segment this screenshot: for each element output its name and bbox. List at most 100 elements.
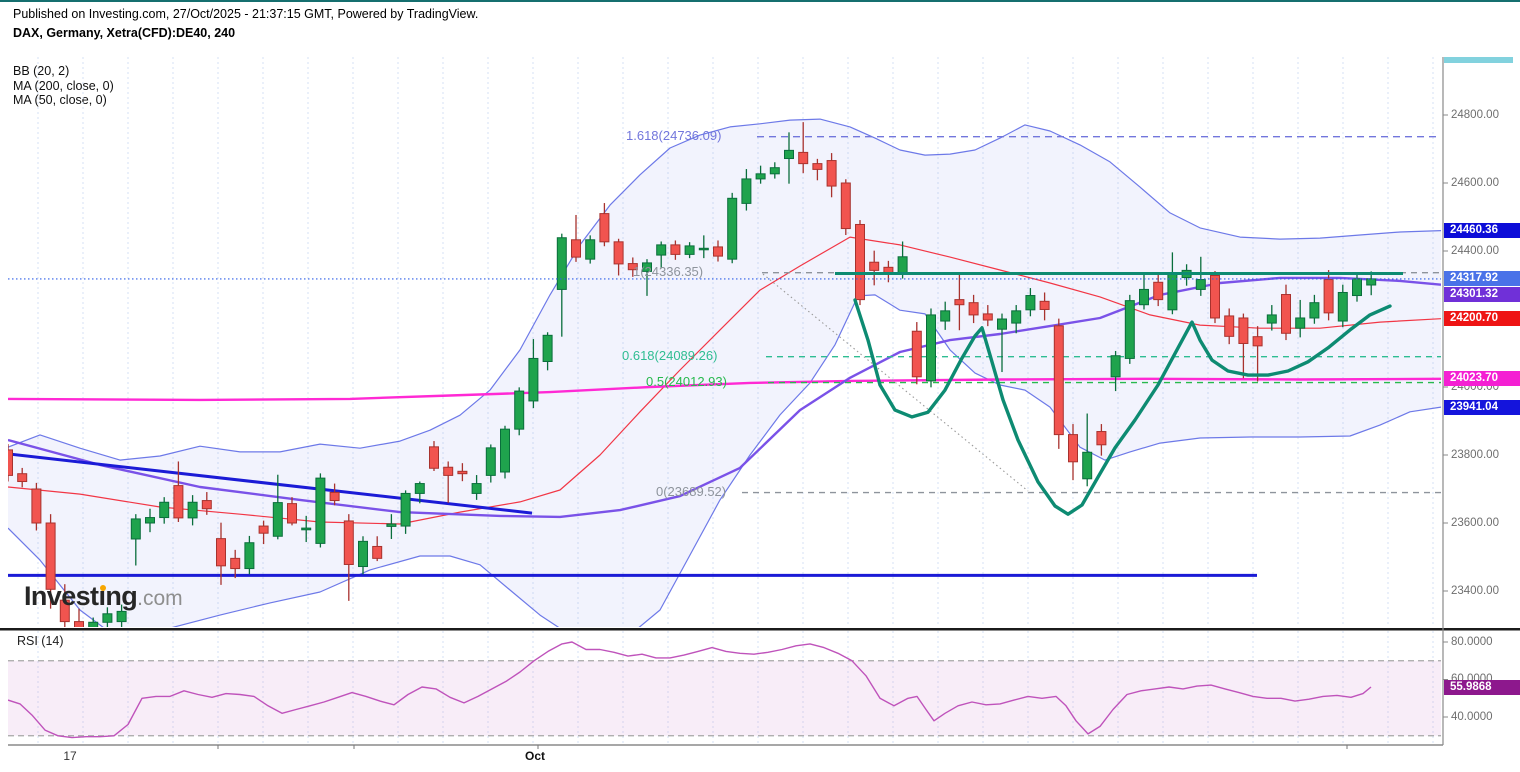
candle[interactable]	[1110, 350, 1121, 392]
candle[interactable]	[713, 240, 723, 262]
candle[interactable]	[230, 549, 241, 579]
candle[interactable]	[940, 301, 951, 330]
candle[interactable]	[386, 514, 397, 539]
candle[interactable]	[17, 467, 28, 488]
candle[interactable]	[727, 192, 738, 264]
candle[interactable]	[187, 495, 198, 526]
candle[interactable]	[130, 514, 141, 566]
candle[interactable]	[1068, 424, 1078, 481]
candle[interactable]	[1224, 308, 1235, 345]
candle[interactable]	[1295, 299, 1306, 338]
candle[interactable]	[1195, 256, 1206, 296]
candle[interactable]	[769, 162, 780, 179]
candle[interactable]	[585, 235, 596, 264]
candle[interactable]	[1238, 313, 1249, 379]
candle[interactable]	[59, 584, 70, 635]
candle[interactable]	[443, 461, 454, 503]
candle[interactable]	[869, 250, 880, 286]
candle[interactable]	[926, 308, 936, 388]
candle[interactable]	[31, 482, 42, 531]
candle[interactable]	[528, 339, 539, 409]
candle[interactable]	[116, 604, 127, 628]
candle[interactable]	[145, 508, 155, 533]
candle[interactable]	[358, 536, 368, 575]
candle[interactable]	[216, 522, 226, 585]
candle[interactable]	[627, 257, 638, 277]
candle[interactable]	[1281, 284, 1291, 341]
candle[interactable]	[74, 608, 84, 644]
candle[interactable]	[656, 241, 667, 269]
candle[interactable]	[301, 515, 312, 543]
candle[interactable]	[599, 203, 610, 247]
candle[interactable]	[287, 497, 297, 526]
candle[interactable]	[471, 475, 482, 500]
candle[interactable]	[201, 492, 212, 515]
candle[interactable]	[1025, 288, 1036, 317]
candle[interactable]	[1153, 274, 1164, 307]
candle[interactable]	[1337, 284, 1348, 328]
candle[interactable]	[840, 179, 851, 236]
candle[interactable]	[684, 242, 695, 259]
candle[interactable]	[1053, 318, 1064, 449]
candle[interactable]	[272, 474, 283, 540]
candle[interactable]	[670, 240, 681, 260]
candle[interactable]	[968, 294, 979, 324]
candle[interactable]	[1309, 294, 1320, 324]
candle[interactable]	[372, 536, 383, 562]
candle[interactable]	[784, 132, 794, 184]
candle[interactable]	[1366, 271, 1377, 296]
candle[interactable]	[1252, 326, 1263, 382]
candle[interactable]	[244, 535, 255, 575]
candle[interactable]	[1039, 292, 1050, 321]
cup-annotation[interactable]	[853, 298, 1392, 516]
candle[interactable]	[45, 514, 56, 609]
candle[interactable]	[542, 332, 553, 371]
candle[interactable]	[982, 305, 993, 327]
candle[interactable]	[997, 313, 1007, 373]
candle[interactable]	[400, 490, 411, 534]
candle[interactable]	[1266, 305, 1277, 331]
candle[interactable]	[485, 444, 496, 483]
candle[interactable]	[258, 520, 269, 545]
candle[interactable]	[1124, 294, 1135, 364]
trend-line[interactable]	[0, 452, 533, 515]
logo-text: Investıng	[24, 581, 138, 611]
candle[interactable]	[911, 322, 922, 385]
candle[interactable]	[173, 461, 184, 522]
publish-info: Published on Investing.com, 27/Oct/2025 …	[13, 7, 479, 21]
candle[interactable]	[571, 214, 581, 262]
candle[interactable]	[812, 158, 823, 181]
candle[interactable]	[159, 497, 170, 524]
candle[interactable]	[329, 483, 340, 506]
candle[interactable]	[514, 387, 525, 436]
candle[interactable]	[1139, 274, 1149, 310]
candle[interactable]	[500, 425, 510, 479]
candle[interactable]	[954, 272, 965, 331]
candle[interactable]	[741, 169, 752, 211]
candle[interactable]	[755, 165, 766, 184]
rsi-tick-label: 40.0000	[1451, 710, 1493, 723]
candle[interactable]	[1011, 305, 1022, 334]
candle[interactable]	[343, 514, 354, 601]
candle[interactable]	[556, 233, 567, 337]
candle[interactable]	[414, 481, 425, 504]
candle[interactable]	[429, 441, 439, 471]
candle[interactable]	[4, 444, 13, 482]
candle[interactable]	[613, 238, 624, 276]
candle[interactable]	[1082, 413, 1093, 487]
candle[interactable]	[1096, 424, 1107, 456]
bb-lower-line	[8, 294, 1441, 627]
legend-bb: BB (20, 2)	[13, 64, 70, 78]
candle[interactable]	[698, 235, 709, 259]
candle[interactable]	[457, 463, 468, 482]
candle[interactable]	[88, 617, 99, 640]
candle[interactable]	[102, 607, 113, 629]
candle[interactable]	[315, 473, 326, 548]
candle[interactable]	[642, 259, 652, 296]
candle[interactable]	[1210, 271, 1220, 324]
candle[interactable]	[798, 122, 809, 174]
candle[interactable]	[826, 153, 837, 198]
panel-separator[interactable]	[0, 628, 1520, 631]
candle[interactable]	[855, 220, 865, 306]
